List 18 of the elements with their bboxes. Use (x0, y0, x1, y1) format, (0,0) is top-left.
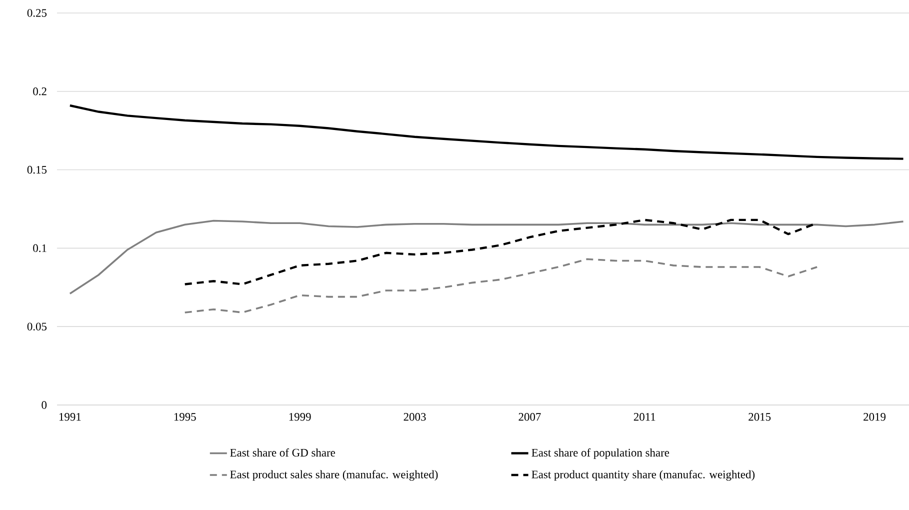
x-tick-label: 1995 (174, 413, 196, 421)
y-tick-label: 0.15 (27, 166, 47, 174)
legend-label: East product sales share (manufac. weighted) (230, 470, 438, 481)
x-tick-label: 2007 (518, 413, 541, 421)
legend-label: East share of population share (532, 448, 670, 459)
legend-label: East product quantity share (manufac. weighted) (532, 470, 755, 481)
x-tick-label: 2019 (864, 413, 886, 421)
x-tick-label: 2015 (748, 413, 771, 421)
x-tick-label: 1999 (289, 413, 311, 421)
x-tick-label: 2003 (404, 413, 426, 421)
legend-label: East share of GD share (230, 448, 336, 457)
x-tick-label: 2011 (634, 413, 656, 421)
y-tick-label: 0.1 (33, 244, 46, 252)
y-tick-label: 0 (42, 401, 47, 409)
y-tick-label: 0.2 (33, 88, 46, 96)
x-tick-label: 1991 (59, 413, 81, 421)
y-tick-label: 0.05 (27, 322, 47, 330)
y-tick-label: 0.25 (27, 9, 47, 17)
